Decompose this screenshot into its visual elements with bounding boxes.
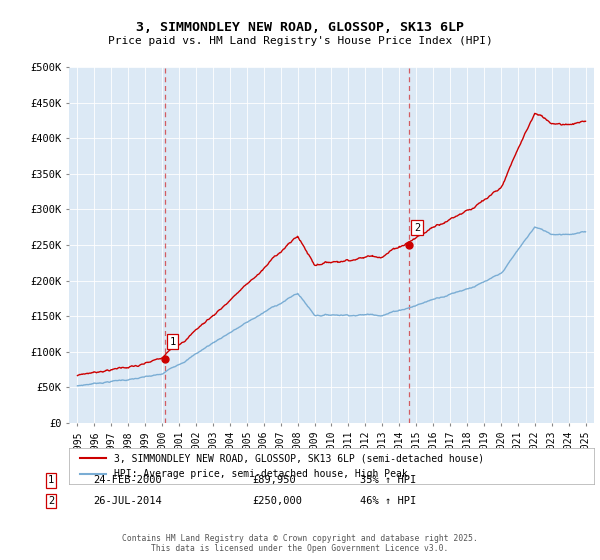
Text: £250,000: £250,000 [252, 496, 302, 506]
Text: 1: 1 [170, 337, 176, 347]
Text: 1: 1 [48, 475, 54, 486]
Text: 35% ↑ HPI: 35% ↑ HPI [360, 475, 416, 486]
Text: 3, SIMMONDLEY NEW ROAD, GLOSSOP, SK13 6LP: 3, SIMMONDLEY NEW ROAD, GLOSSOP, SK13 6L… [136, 21, 464, 34]
Text: 46% ↑ HPI: 46% ↑ HPI [360, 496, 416, 506]
Text: 24-FEB-2000: 24-FEB-2000 [93, 475, 162, 486]
Text: HPI: Average price, semi-detached house, High Peak: HPI: Average price, semi-detached house,… [113, 469, 407, 479]
Text: 3, SIMMONDLEY NEW ROAD, GLOSSOP, SK13 6LP (semi-detached house): 3, SIMMONDLEY NEW ROAD, GLOSSOP, SK13 6L… [113, 453, 484, 463]
Text: Contains HM Land Registry data © Crown copyright and database right 2025.
This d: Contains HM Land Registry data © Crown c… [122, 534, 478, 553]
Text: £89,950: £89,950 [252, 475, 296, 486]
Text: 2: 2 [48, 496, 54, 506]
Text: Price paid vs. HM Land Registry's House Price Index (HPI): Price paid vs. HM Land Registry's House … [107, 36, 493, 46]
Text: 2: 2 [414, 223, 420, 233]
Text: 26-JUL-2014: 26-JUL-2014 [93, 496, 162, 506]
